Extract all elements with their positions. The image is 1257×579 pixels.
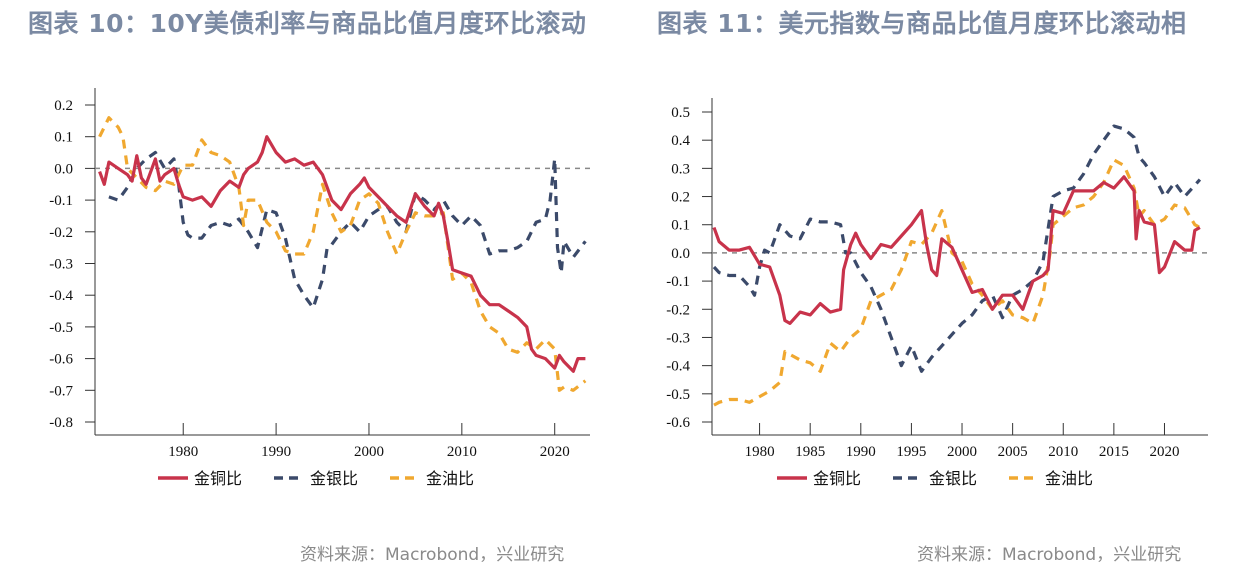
series-line-silver — [108, 150, 587, 310]
chart-left: 0.2 0.1 0.0 -0.1 -0.2 -0.3 -0.4 -0.5 -0.6 -0.7 -0.… — [49, 88, 590, 488]
y-tick-label: -0.1 — [49, 193, 73, 209]
x-tick-label: 1990 — [261, 444, 291, 460]
chart-right: 0.5 0.4 0.3 0.2 0.1 0.0 -0.1 -0.2 -0.3 -0.4 -0.5 -0… — [666, 98, 1208, 488]
x-tick-label: 2010 — [447, 444, 477, 460]
x-tick-label: 2000 — [354, 444, 384, 460]
y-tick-label: -0.6 — [666, 415, 690, 431]
series-line-copper — [98, 135, 586, 373]
y-tick-label: 0.0 — [54, 161, 73, 177]
y-tick-label: 0.0 — [671, 246, 690, 262]
x-tick-label: 2000 — [947, 444, 977, 460]
x-tick-label: 2010 — [1048, 444, 1078, 460]
source-note-right: 资料来源：Macrobond，兴业研究 — [917, 545, 1182, 565]
chart-title-left: 图表 10：10Y美债利率与商品比值月度环比滚动 — [28, 9, 587, 38]
x-tick-label: 1995 — [896, 444, 926, 460]
y-tick-label: -0.1 — [666, 274, 690, 290]
y-tick-label: -0.7 — [49, 383, 73, 399]
y-tick-label: -0.5 — [49, 320, 73, 336]
x-tick-label: 2020 — [540, 444, 570, 460]
y-tick-label: -0.6 — [49, 352, 73, 368]
chart-title-right: 图表 11：美元指数与商品比值月度环比滚动相 — [657, 9, 1187, 38]
y-tick-label: 0.4 — [671, 133, 690, 149]
legend-label-silver: 金银比 — [310, 469, 358, 488]
y-tick-label: 0.2 — [54, 98, 73, 114]
legend-label-copper: 金铜比 — [813, 469, 861, 488]
legend-label-silver: 金银比 — [929, 469, 977, 488]
x-tick-label: 2015 — [1099, 444, 1129, 460]
y-tick-label: -0.5 — [666, 387, 690, 403]
x-tick-label: 2020 — [1149, 444, 1179, 460]
legend-label-oil: 金油比 — [426, 469, 474, 488]
y-tick-label: 0.1 — [671, 218, 690, 234]
y-tick-label: -0.2 — [666, 302, 690, 318]
x-tick-label: 2005 — [998, 444, 1028, 460]
series-line-copper — [712, 175, 1201, 325]
series-line-oil — [713, 158, 1201, 407]
y-tick-label: -0.3 — [666, 330, 690, 346]
legend-label-oil: 金油比 — [1045, 469, 1093, 488]
y-tick-label: 0.2 — [671, 190, 690, 206]
source-note-left: 资料来源：Macrobond，兴业研究 — [300, 545, 565, 565]
x-tick-label: 1980 — [168, 444, 198, 460]
x-tick-label: 1980 — [745, 444, 775, 460]
y-tick-label: -0.3 — [49, 257, 73, 273]
y-tick-label: -0.4 — [666, 359, 690, 375]
legend-label-copper: 金铜比 — [194, 469, 242, 488]
y-tick-label: 0.5 — [671, 105, 690, 121]
series-line-silver — [712, 124, 1202, 373]
y-tick-label: -0.4 — [49, 288, 73, 304]
y-tick-label: 0.3 — [671, 161, 690, 177]
x-tick-label: 1985 — [795, 444, 825, 460]
x-tick-label: 1990 — [846, 444, 876, 460]
y-tick-label: -0.8 — [49, 415, 73, 431]
y-tick-label: 0.1 — [54, 130, 73, 146]
y-tick-label: -0.2 — [49, 225, 73, 241]
